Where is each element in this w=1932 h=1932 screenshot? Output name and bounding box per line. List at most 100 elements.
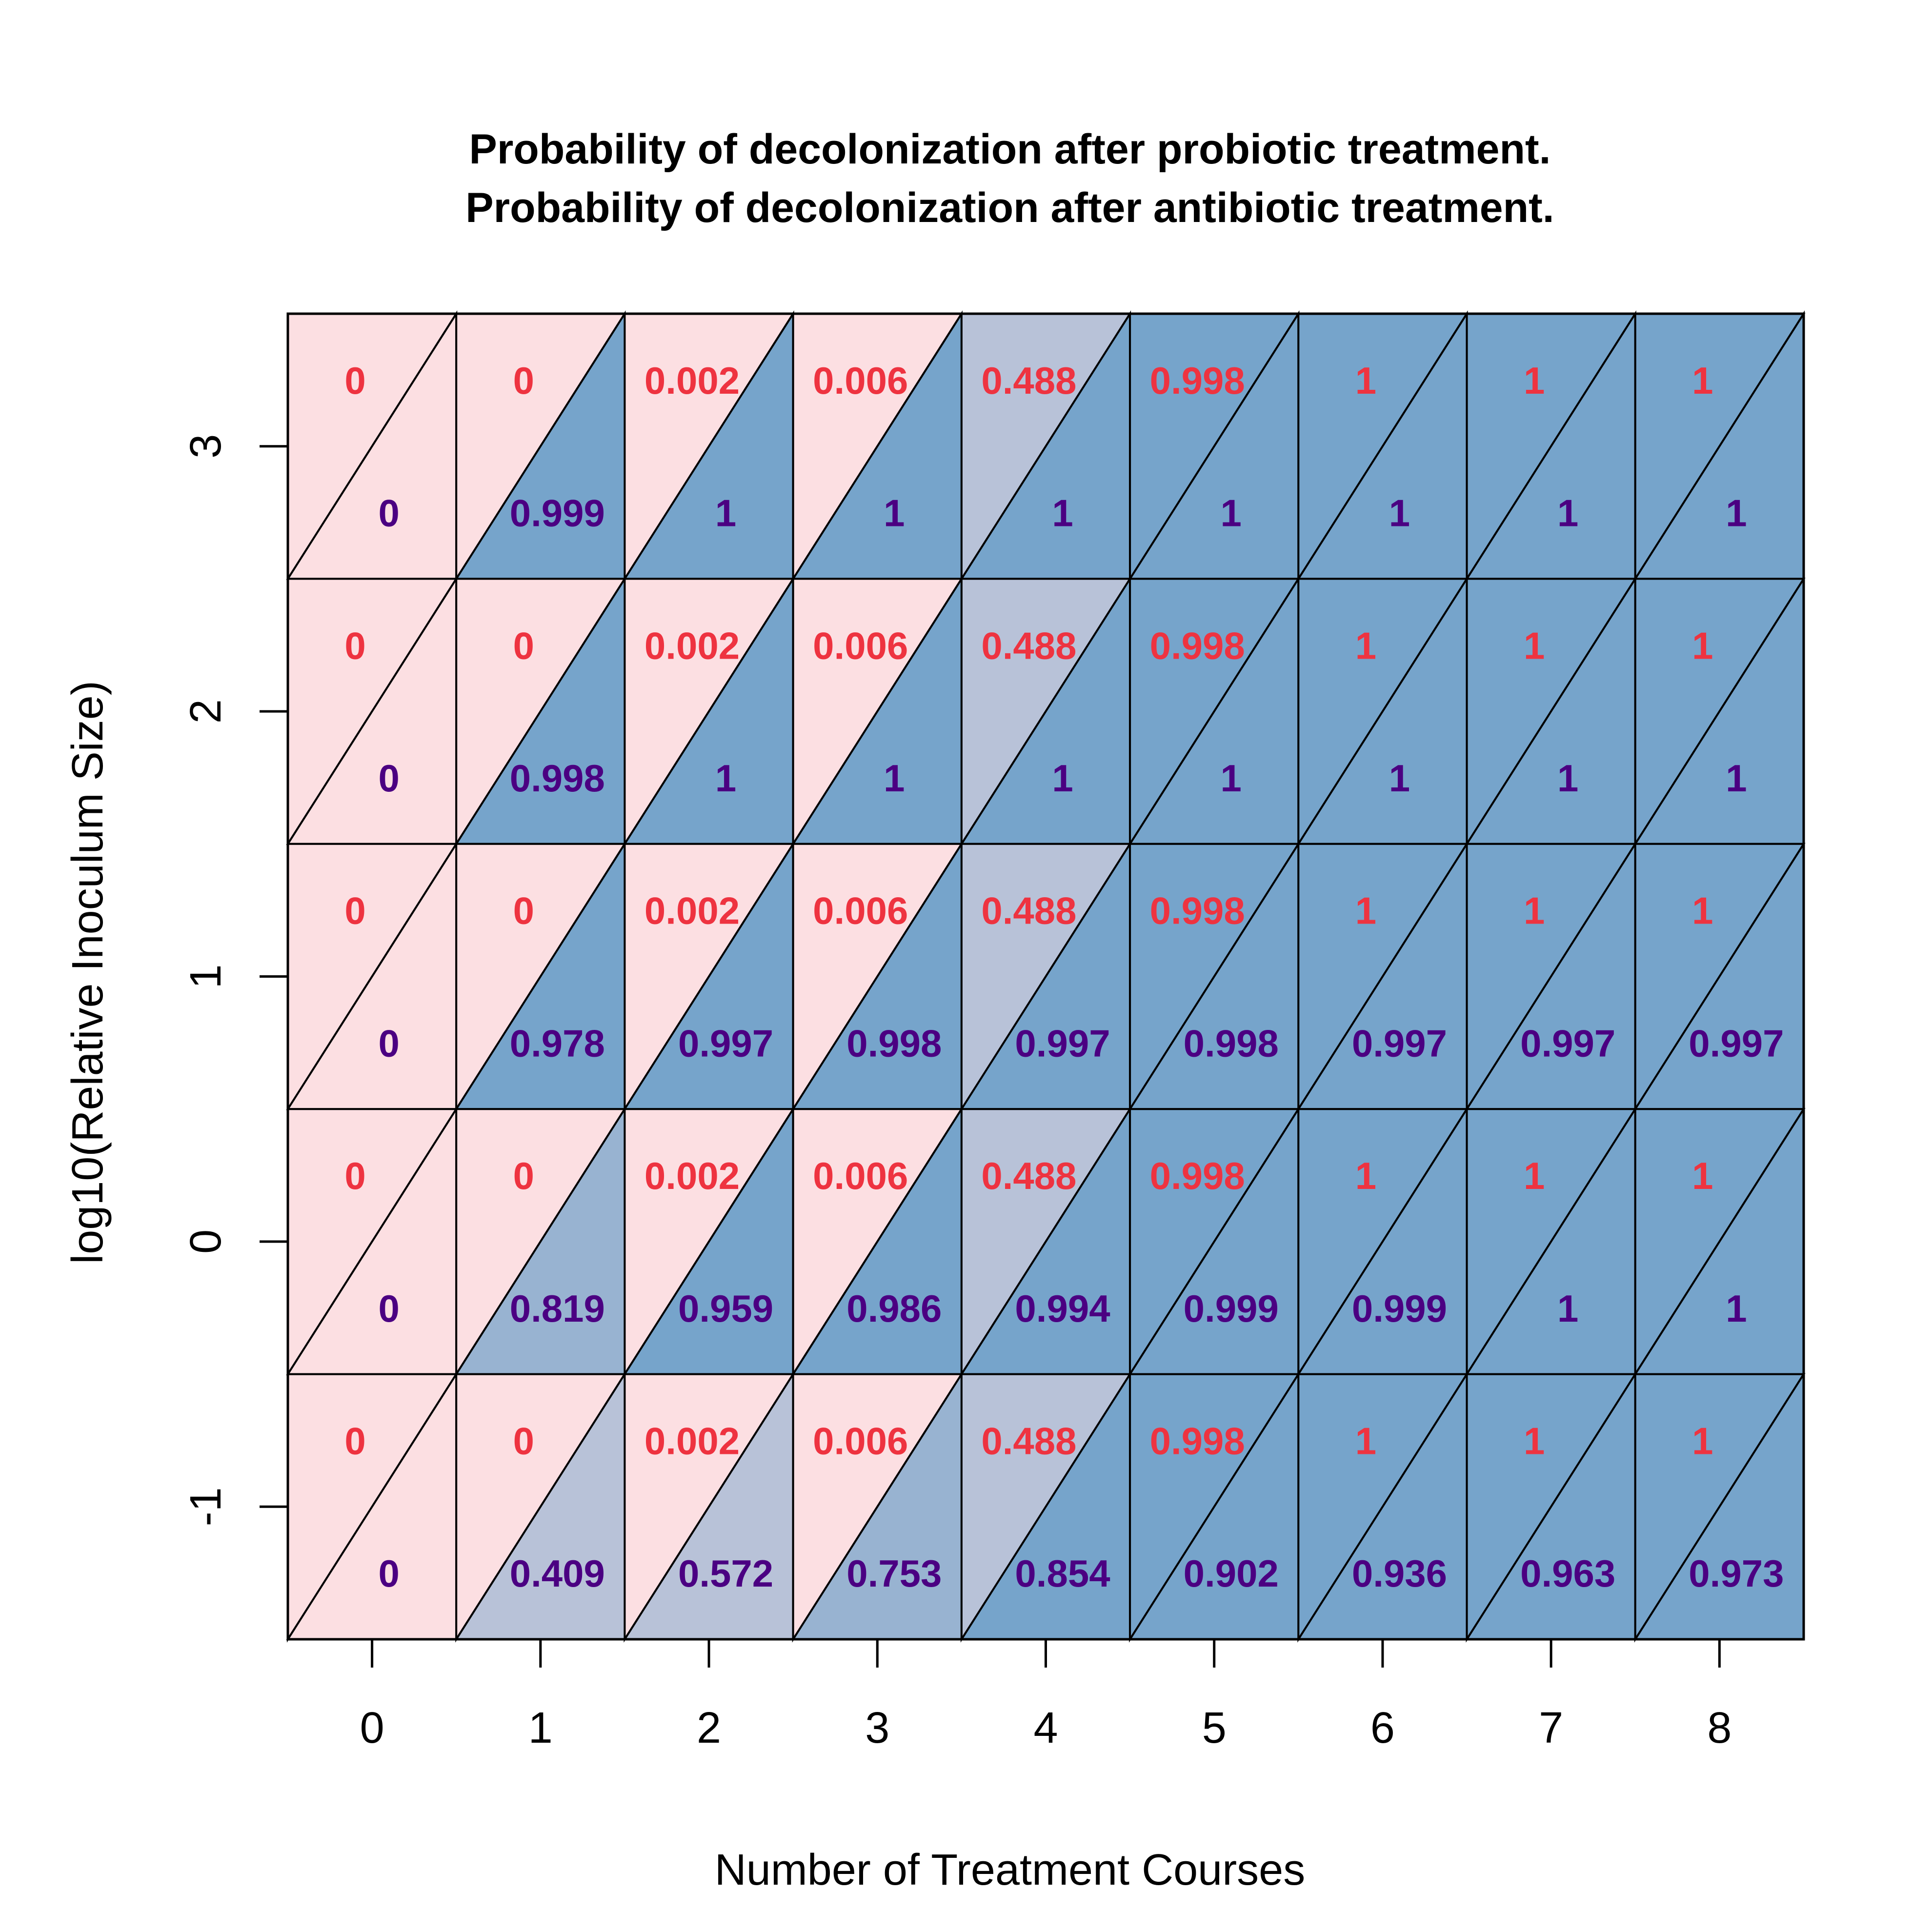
probiotic-value-label: 0.819 xyxy=(510,1287,605,1330)
heatmap-cell: 11 xyxy=(1633,575,1806,847)
x-tick-label: 3 xyxy=(865,1704,889,1752)
heatmap-cell: 0.998 1 xyxy=(1128,310,1300,583)
antibiotic-value-label: 0 xyxy=(513,624,534,667)
heatmap-cell: 0.488 0.994 xyxy=(960,1106,1132,1378)
axes-layer: 0 1 2 3 4 5 6 7 8 3 2 1 0 -1 xyxy=(181,312,1805,1752)
heatmap-cell: 11 xyxy=(1633,1106,1806,1378)
antibiotic-value-label: 1 xyxy=(1524,1154,1545,1197)
heatmap-cell: 0.488 1 xyxy=(960,575,1132,847)
probiotic-value-label: 0.997 xyxy=(1015,1022,1110,1065)
y-tick-label: 2 xyxy=(181,699,230,724)
antibiotic-value-label: 1 xyxy=(1692,1419,1713,1462)
heatmap-cell: 00 xyxy=(286,1106,458,1378)
y-axis-label: log10(Relative Inoculum Size) xyxy=(63,681,112,1264)
probiotic-value-label: 0.999 xyxy=(1184,1287,1279,1330)
probiotic-value-label: 0.973 xyxy=(1689,1552,1784,1595)
x-tick-label: 2 xyxy=(697,1704,721,1752)
y-tick-label: -1 xyxy=(181,1487,230,1526)
chart-title-probiotic: Probability of decolonization after prob… xyxy=(469,126,1550,173)
antibiotic-value-label: 0.998 xyxy=(1150,889,1245,932)
x-axis-label: Number of Treatment Courses xyxy=(715,1846,1305,1894)
heatmap-cell: 0.002 0.572 xyxy=(623,1370,795,1643)
heatmap-cell: 0.006 0.986 xyxy=(791,1106,964,1378)
antibiotic-value-label: 0.488 xyxy=(981,624,1076,667)
heatmap-cell: 0 0.819 xyxy=(454,1106,627,1378)
heatmap-cell: 11 xyxy=(1633,310,1806,583)
heatmap-cell: 11 xyxy=(1296,310,1469,583)
antibiotic-value-label: 0.998 xyxy=(1150,1419,1245,1462)
antibiotic-value-label: 0 xyxy=(513,889,534,932)
heatmap-cell: 0.002 0.959 xyxy=(623,1106,795,1378)
probiotic-value-label: 1 xyxy=(1726,1287,1747,1330)
heatmap-cell: 0.006 1 xyxy=(791,310,964,583)
antibiotic-value-label: 0.998 xyxy=(1150,1154,1245,1197)
antibiotic-value-label: 0.488 xyxy=(981,1419,1076,1462)
probiotic-value-label: 0.997 xyxy=(1352,1022,1447,1065)
antibiotic-value-label: 0 xyxy=(344,1419,365,1462)
antibiotic-value-label: 0 xyxy=(513,1419,534,1462)
probiotic-value-label: 0.999 xyxy=(1352,1287,1447,1330)
antibiotic-value-label: 0.002 xyxy=(644,1419,740,1462)
heatmap-cell: 0.998 1 xyxy=(1128,575,1300,847)
probiotic-value-label: 0.997 xyxy=(1689,1022,1784,1065)
antibiotic-value-label: 0.006 xyxy=(813,359,908,402)
probiotic-value-label: 1 xyxy=(1557,492,1578,535)
y-tick-label: 3 xyxy=(181,434,230,459)
antibiotic-value-label: 0 xyxy=(344,359,365,402)
probiotic-value-label: 0.998 xyxy=(1184,1022,1279,1065)
probiotic-value-label: 1 xyxy=(884,492,905,535)
probiotic-value-label: 1 xyxy=(1726,492,1747,535)
heatmap-cell: 11 xyxy=(1465,310,1637,583)
probiotic-value-label: 1 xyxy=(1221,757,1242,800)
antibiotic-value-label: 0.002 xyxy=(644,359,740,402)
heatmap-cell: 0.006 0.753 xyxy=(791,1370,964,1643)
antibiotic-value-label: 0.006 xyxy=(813,1154,908,1197)
heatmap-cell: 0.998 0.998 xyxy=(1128,840,1300,1113)
probiotic-value-label: 0.963 xyxy=(1520,1552,1615,1595)
antibiotic-value-label: 1 xyxy=(1692,624,1713,667)
heatmap-cell: 0.002 1 xyxy=(623,310,795,583)
probiotic-value-label: 0 xyxy=(378,1287,399,1330)
heatmap-cell: 0.998 0.902 xyxy=(1128,1370,1300,1643)
heatmap-cell: 11 xyxy=(1296,575,1469,847)
antibiotic-value-label: 0.002 xyxy=(644,889,740,932)
x-tick-label: 6 xyxy=(1370,1704,1395,1752)
antibiotic-value-label: 1 xyxy=(1355,624,1376,667)
probiotic-value-label: 0.999 xyxy=(510,492,605,535)
antibiotic-value-label: 1 xyxy=(1692,1154,1713,1197)
antibiotic-value-label: 0 xyxy=(344,1154,365,1197)
x-tick-label: 1 xyxy=(528,1704,553,1752)
antibiotic-value-label: 0.998 xyxy=(1150,624,1245,667)
cells-layer: 0000.9990.00210.00610.48810.998111111100… xyxy=(286,310,1806,1643)
antibiotic-value-label: 0.488 xyxy=(981,1154,1076,1197)
probiotic-value-label: 1 xyxy=(1557,1287,1578,1330)
probiotic-value-label: 0.572 xyxy=(678,1552,773,1595)
antibiotic-value-label: 0.006 xyxy=(813,624,908,667)
antibiotic-value-label: 0 xyxy=(513,359,534,402)
antibiotic-value-label: 0.002 xyxy=(644,624,740,667)
heatmap-cell: 0.998 0.999 xyxy=(1128,1106,1300,1378)
probiotic-value-label: 1 xyxy=(884,757,905,800)
probiotic-value-label: 1 xyxy=(1221,492,1242,535)
probiotic-value-label: 1 xyxy=(1389,757,1410,800)
probiotic-value-label: 0 xyxy=(378,1552,399,1595)
x-tick-label: 8 xyxy=(1707,1704,1731,1752)
probiotic-value-label: 0.997 xyxy=(1520,1022,1615,1065)
heatmap-cell: 0.488 1 xyxy=(960,310,1132,583)
heatmap-cell: 1 0.997 xyxy=(1296,840,1469,1113)
probiotic-value-label: 0.936 xyxy=(1352,1552,1447,1595)
x-tick-label: 5 xyxy=(1202,1704,1227,1752)
heatmap-cell: 0 0.978 xyxy=(454,840,627,1113)
antibiotic-value-label: 1 xyxy=(1692,359,1713,402)
probiotic-value-label: 1 xyxy=(715,492,736,535)
antibiotic-value-label: 0 xyxy=(513,1154,534,1197)
probiotic-value-label: 0 xyxy=(378,757,399,800)
heatmap-cell: 0.006 1 xyxy=(791,575,964,847)
antibiotic-value-label: 1 xyxy=(1524,1419,1545,1462)
probiotic-value-label: 1 xyxy=(1052,492,1073,535)
heatmap-cell: 0.002 1 xyxy=(623,575,795,847)
heatmap-cell: 0.488 0.997 xyxy=(960,840,1132,1113)
antibiotic-value-label: 1 xyxy=(1355,1154,1376,1197)
heatmap-cell: 1 0.999 xyxy=(1296,1106,1469,1378)
heatmap-cell: 00 xyxy=(286,310,458,583)
